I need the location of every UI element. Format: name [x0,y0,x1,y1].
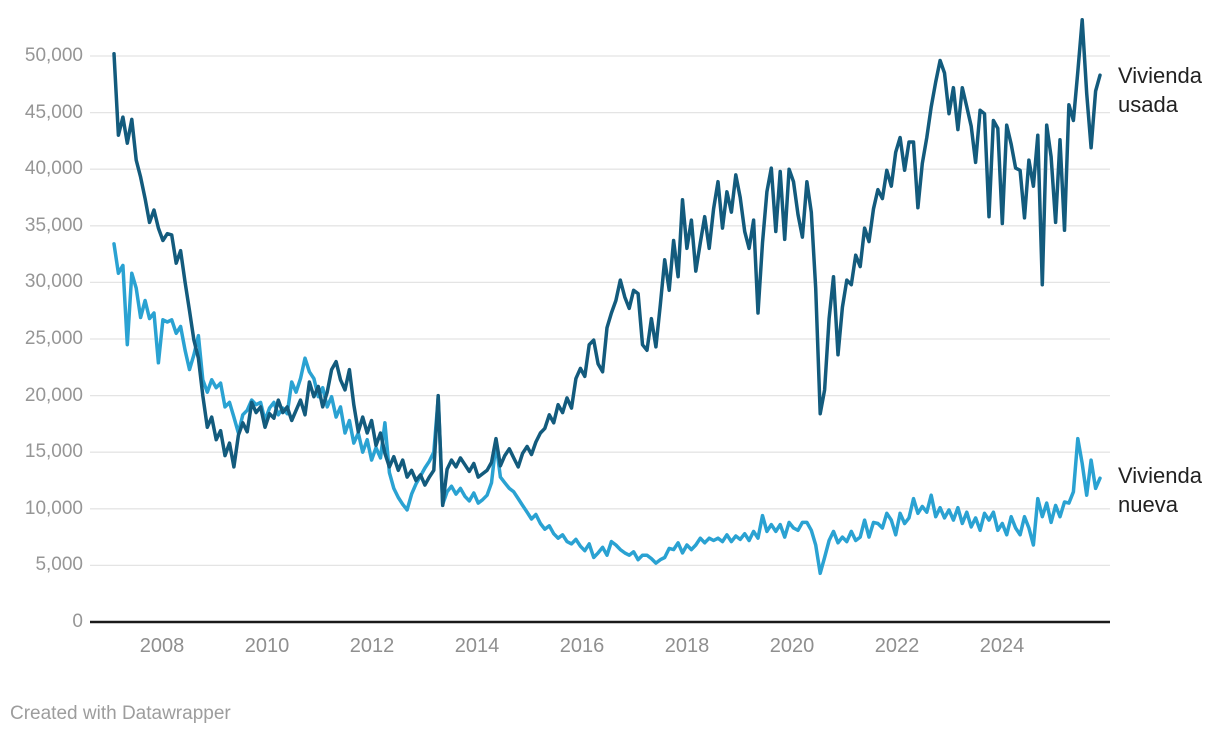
y-axis-label: 0 [72,611,83,632]
x-axis-label: 2014 [454,635,500,657]
y-axis-label: 15,000 [24,441,83,463]
y-axis-label: 20,000 [24,384,83,406]
y-axis-label: 45,000 [24,101,83,123]
y-axis-label: 35,000 [24,214,83,236]
y-axis-label: 5,000 [35,554,83,576]
x-axis-label: 2016 [559,635,605,657]
x-axis-label: 2008 [139,635,185,657]
vivienda-usada-line [112,18,1102,508]
gridlines [90,55,1110,624]
y-axis-label: 50,000 [24,45,83,66]
datawrapper-attribution-link[interactable]: Created with Datawrapper [10,703,231,724]
x-axis-label: 2018 [664,635,710,657]
x-axis-label: 2010 [244,635,290,657]
x-axis-label: 2020 [769,635,815,657]
x-axis-label: 2022 [874,635,920,657]
series-label-vivienda-nueva: Vivienda nueva [1118,463,1202,517]
y-axis-label: 10,000 [24,497,83,519]
x-axis-label: 2012 [349,635,395,657]
vivienda-nueva-line [112,242,1102,576]
y-axis-label: 40,000 [24,158,83,180]
y-axis-label: 25,000 [24,328,83,349]
series-label-vivienda-usada: Vivienda usada [1118,63,1202,117]
y-axis-label: 30,000 [24,271,83,293]
x-axis-label: 2024 [979,635,1025,657]
